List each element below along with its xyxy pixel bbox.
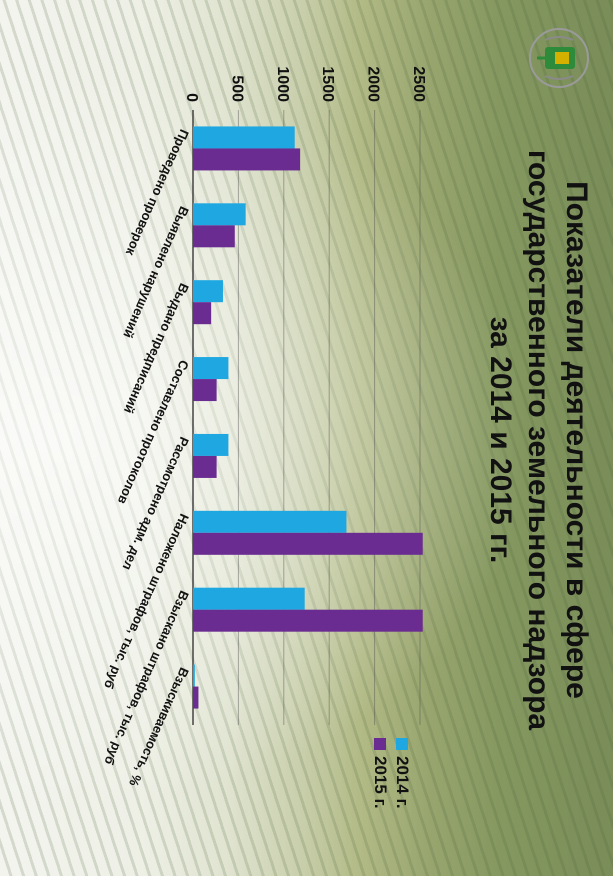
bar-2015 [193,302,212,325]
bar-2014 [192,587,305,610]
legend-swatch-2015 [374,738,386,750]
y-tick-label: 500 [228,75,245,102]
bar-2015 [193,455,217,478]
y-tick-label: 2000 [365,66,382,102]
legend-item-2015: 2015 г. [369,738,391,858]
axis: 0 500 1000 1500 2000 2500 [183,66,427,102]
category-label: Выдано предписаний [121,281,192,416]
legend: 2014 г. 2015 г. [369,738,413,858]
legend-swatch-2014 [396,738,408,750]
y-tick-label: 1000 [274,66,291,102]
category-label: Составлено протоколов [115,358,192,507]
legend-label-2014: 2014 г. [393,756,412,809]
y-tick-label: 2500 [410,66,427,102]
bars [192,126,423,709]
bar-2015 [192,686,199,709]
rosreestr-emblem-icon [529,28,589,88]
y-tick-label: 0 [183,93,200,102]
y-tick-label: 1500 [319,66,336,102]
bar-2015 [193,225,235,248]
legend-label-2015: 2015 г. [371,756,390,809]
bar-2014 [193,664,195,687]
bar-2014 [192,433,229,456]
category-label: Выявлено нарушений [120,204,192,340]
bar-2015 [193,609,423,632]
legend-item-2014: 2014 г. [391,738,413,858]
bar-2015 [193,379,217,402]
grid [192,110,421,725]
bar-2014 [192,357,229,380]
category-label: Проведено проверок [123,127,192,258]
bar-2014 [192,280,223,303]
bar-2015 [193,532,423,555]
bar-2014 [193,510,347,533]
bar-2015 [193,148,301,171]
bar-2014 [193,203,246,226]
bar-2014 [193,126,295,149]
